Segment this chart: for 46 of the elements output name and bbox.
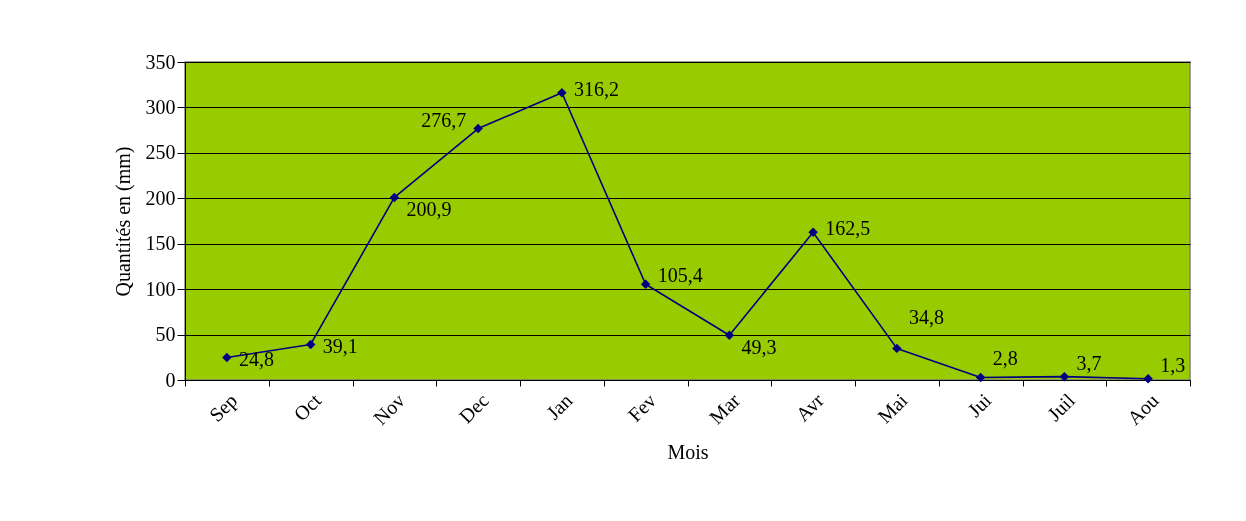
data-label: 3,7 — [1076, 351, 1102, 374]
point — [305, 339, 316, 350]
y-tick-label: 100 — [145, 277, 176, 300]
x-tick-label: Jan — [542, 389, 577, 424]
y-tick-label: 300 — [145, 95, 176, 118]
x-tick-label: Aou — [1122, 389, 1163, 429]
data-label: 49,3 — [741, 336, 777, 359]
point — [724, 330, 735, 340]
point — [640, 279, 651, 289]
point — [557, 87, 567, 98]
data-label: 162,5 — [825, 217, 871, 240]
point — [892, 343, 902, 354]
x-tick-label: Mar — [704, 388, 745, 429]
x-tick-label: Jui — [963, 388, 996, 422]
y-tick-label: 150 — [145, 232, 176, 255]
data-label: 276,7 — [421, 108, 467, 131]
data-label: 34,8 — [908, 306, 944, 329]
point — [389, 192, 400, 203]
x-axis-title: Mois — [667, 441, 709, 463]
x-tick-label: Avr — [791, 388, 828, 426]
x-tick-label: Dec — [454, 389, 493, 428]
data-label: 2,8 — [992, 347, 1018, 370]
y-tick-label: 0 — [165, 368, 176, 391]
y-axis-title: Quantités en (mm) — [111, 146, 135, 297]
x-tick-label: Sep — [204, 389, 243, 427]
x-tick-label: Mai — [873, 388, 912, 428]
x-tick-label: Oct — [289, 388, 326, 426]
data-label: 105,4 — [657, 264, 703, 287]
data-label: 1,3 — [1160, 353, 1186, 376]
data-label: 200,9 — [406, 198, 452, 221]
y-tick-label: 350 — [145, 50, 176, 73]
point — [222, 352, 232, 363]
y-tick-label: 200 — [145, 186, 176, 209]
point — [473, 123, 483, 134]
y-tick-label: 50 — [155, 323, 176, 346]
x-tick-label: Nov — [369, 389, 410, 429]
data-label: 24,8 — [238, 348, 274, 371]
y-tick-label: 250 — [145, 141, 176, 164]
data-label: 316,2 — [573, 77, 619, 100]
point — [975, 372, 986, 383]
x-tick-label: Juil — [1043, 388, 1080, 426]
point — [1059, 371, 1070, 382]
data-label: 39,1 — [322, 335, 358, 358]
point — [1143, 374, 1153, 384]
point — [808, 227, 818, 238]
x-tick-label: Fev — [623, 389, 661, 426]
